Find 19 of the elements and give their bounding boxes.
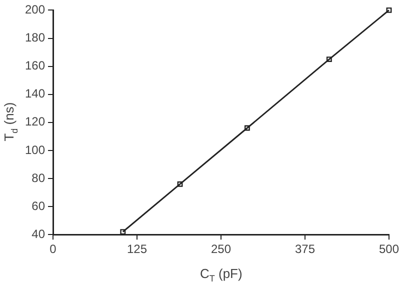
x-tick-label: 0 — [50, 242, 57, 256]
x-tick-label: 375 — [294, 242, 316, 256]
y-tick-label: 60 — [32, 198, 46, 213]
x-axis-title: C$_{T}$ (pF) — [200, 266, 242, 284]
y-tick-label: 100 — [24, 142, 46, 157]
y-tick-label: 200 — [24, 2, 46, 17]
y-tick-label: 120 — [24, 114, 46, 129]
y-tick-label: 40 — [32, 226, 46, 241]
y-tick-label: 80 — [32, 170, 46, 185]
y-tick-label: 180 — [24, 30, 46, 45]
x-tick-label: 250 — [210, 242, 232, 256]
point — [244, 125, 250, 131]
x-tick-label: 125 — [127, 242, 148, 256]
y-tick-label: 160 — [24, 58, 46, 73]
y-tick-label: 140 — [24, 86, 46, 101]
x-tick-label: 500 — [378, 242, 400, 256]
point — [326, 56, 332, 62]
point — [177, 181, 183, 187]
point — [386, 7, 392, 13]
